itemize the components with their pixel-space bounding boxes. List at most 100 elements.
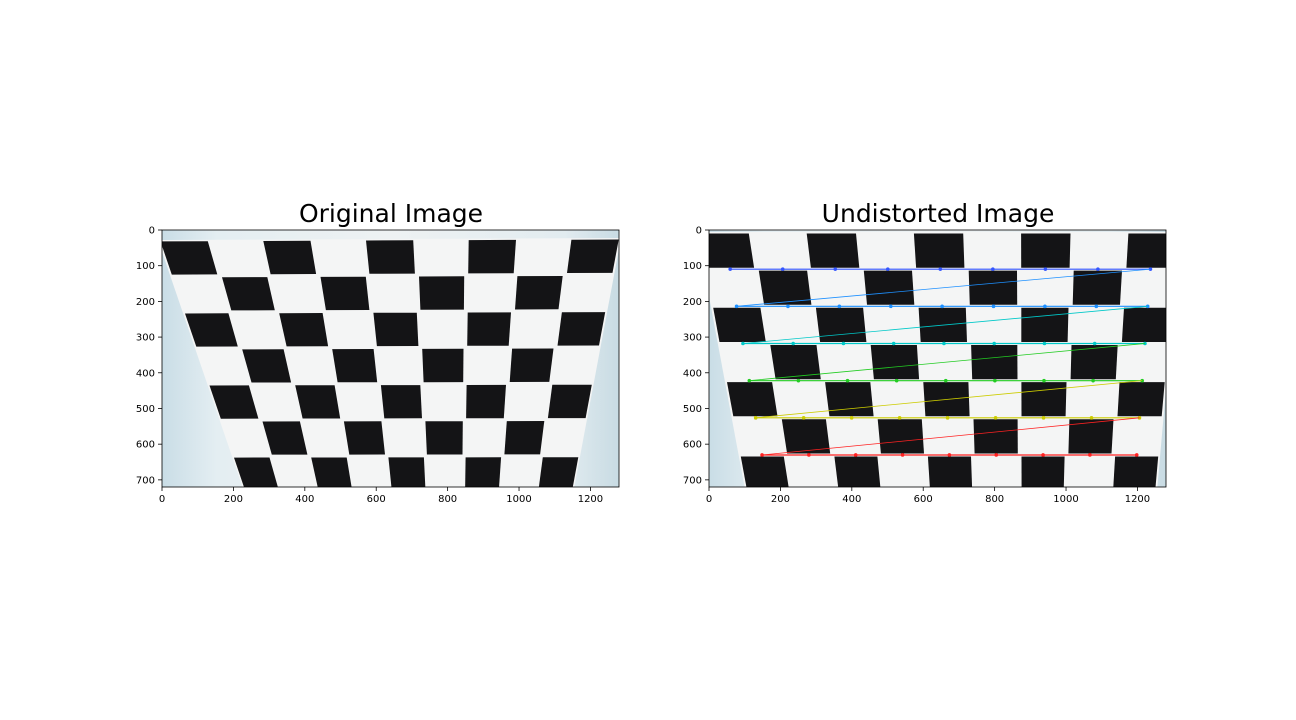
checker-square — [713, 307, 766, 342]
y-tick-label: 100 — [683, 261, 702, 272]
y-tick-label: 700 — [683, 475, 702, 486]
corner-point — [991, 267, 995, 271]
checker-square — [295, 385, 341, 419]
checker-square — [806, 233, 860, 268]
corner-link-line — [749, 343, 1145, 382]
corner-point — [734, 304, 739, 309]
corner-point — [853, 453, 858, 457]
checker-square — [515, 276, 563, 310]
corner-point — [753, 416, 758, 420]
checker-square — [913, 233, 965, 268]
panel-title: Original Image — [298, 199, 484, 228]
y-tick-label: 300 — [136, 333, 155, 344]
checker-square — [311, 457, 352, 487]
corner-point — [991, 304, 996, 309]
y-tick-label: 0 — [149, 226, 155, 237]
checker-square — [877, 419, 924, 454]
checker-square — [466, 384, 506, 419]
checker-square — [1021, 382, 1067, 417]
checker-square — [870, 345, 920, 380]
corner-point — [801, 416, 806, 420]
corner-point — [1134, 453, 1139, 457]
checker-square — [468, 239, 516, 274]
checker-square — [740, 456, 789, 487]
checker-square — [727, 382, 778, 417]
corner-point — [993, 416, 998, 420]
corner-point — [728, 267, 733, 271]
corner-point — [947, 453, 952, 457]
corner-point — [841, 341, 846, 346]
checker-square — [366, 240, 415, 274]
checker-square — [927, 456, 973, 487]
y-tick-label: 600 — [683, 440, 702, 451]
checker-square — [834, 456, 881, 487]
checker-square — [279, 313, 329, 347]
corner-point — [845, 378, 850, 383]
corner-point — [1088, 453, 1092, 457]
corner-point — [1092, 341, 1097, 346]
checker-square — [209, 385, 259, 419]
corner-point — [1091, 378, 1095, 383]
checker-square — [863, 270, 915, 305]
x-tick-label: 1200 — [578, 494, 603, 505]
checker-square — [538, 457, 579, 487]
x-tick-label: 600 — [914, 494, 933, 505]
x-tick-label: 1000 — [1053, 494, 1078, 505]
corner-point — [833, 267, 838, 271]
checker-square — [320, 276, 370, 311]
x-tick-label: 400 — [842, 494, 861, 505]
corner-point — [791, 341, 795, 346]
corner-point — [786, 304, 790, 309]
corner-point — [945, 416, 950, 420]
corner-point — [837, 304, 842, 309]
x-tick-label: 800 — [985, 494, 1004, 505]
checker-square — [509, 348, 554, 382]
y-tick-label: 0 — [696, 226, 702, 237]
panel-title: Undistorted Image — [821, 199, 1055, 228]
checker-square — [1068, 419, 1114, 454]
checker-square — [262, 421, 308, 455]
corner-point — [1094, 304, 1099, 309]
x-tick-label: 1200 — [1125, 494, 1150, 505]
axes-frame — [161, 229, 620, 488]
checker-square — [422, 348, 464, 383]
checker-square — [425, 421, 463, 455]
checker-square — [504, 421, 545, 455]
y-tick-label: 700 — [136, 475, 155, 486]
checker-square — [343, 421, 385, 455]
y-tick-label: 300 — [683, 333, 702, 344]
corner-point — [992, 341, 996, 346]
checker-square — [1126, 233, 1166, 268]
checker-square — [419, 276, 465, 310]
y-tick-label: 500 — [136, 404, 155, 415]
corner-point — [888, 304, 893, 309]
checker-square — [465, 457, 502, 487]
corner-point — [1043, 267, 1048, 271]
checker-square — [557, 312, 606, 346]
corner-point — [938, 267, 943, 271]
checker-square — [222, 277, 275, 311]
x-tick-label: 800 — [438, 494, 457, 505]
checker-square — [1113, 456, 1159, 487]
corner-link-line — [755, 380, 1143, 419]
corner-link-line — [742, 305, 1148, 344]
corner-point — [897, 416, 902, 420]
corner-point — [1041, 453, 1045, 457]
x-tick-label: 600 — [367, 494, 386, 505]
y-tick-label: 500 — [683, 404, 702, 415]
checker-square — [1021, 233, 1071, 268]
checker-square — [242, 349, 292, 383]
corner-overlay — [728, 267, 1153, 457]
checker-square — [1021, 456, 1065, 487]
checker-square — [332, 349, 378, 383]
corner-point — [1041, 416, 1046, 420]
panel-original: Original Image 0 200 400 600 800 1000 1200 0 100… — [120, 196, 620, 516]
corner-point — [1043, 304, 1047, 309]
corner-point — [760, 453, 764, 457]
checker-square — [1117, 382, 1165, 417]
plot-original: 0 200 400 600 800 1000 1200 0 100 200 300 400 500 600… — [136, 226, 620, 505]
y-tick-label: 400 — [136, 368, 155, 379]
y-tick-label: 400 — [683, 368, 702, 379]
corner-point — [1140, 378, 1145, 383]
checker-square — [162, 241, 218, 275]
